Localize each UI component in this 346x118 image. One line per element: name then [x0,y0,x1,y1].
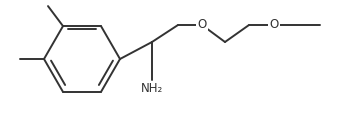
Text: NH₂: NH₂ [141,82,163,95]
Text: O: O [270,19,279,32]
Text: O: O [197,19,207,32]
